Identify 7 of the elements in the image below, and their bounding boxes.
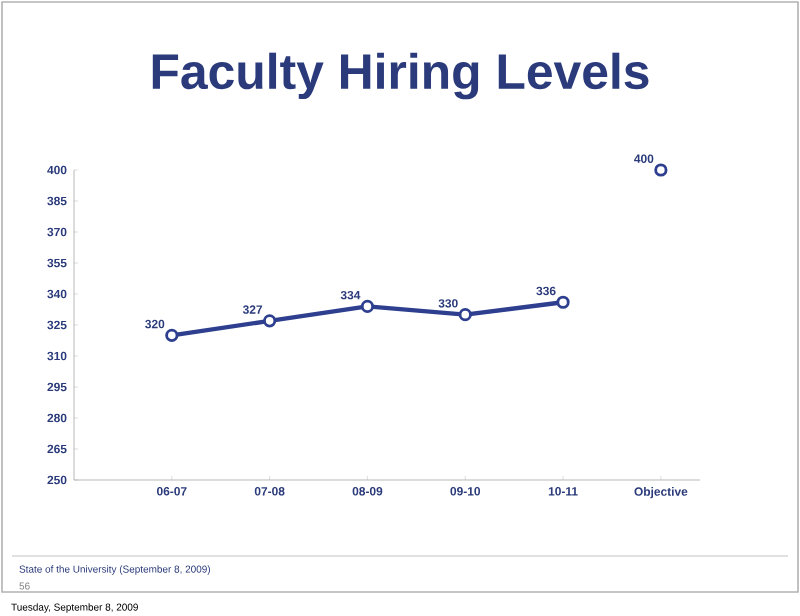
chart-title: Faculty Hiring Levels <box>152 52 649 100</box>
point <box>263 314 277 328</box>
point <box>556 295 570 309</box>
point <box>165 328 179 342</box>
point <box>458 308 472 322</box>
point <box>360 299 375 313</box>
point <box>654 163 668 177</box>
